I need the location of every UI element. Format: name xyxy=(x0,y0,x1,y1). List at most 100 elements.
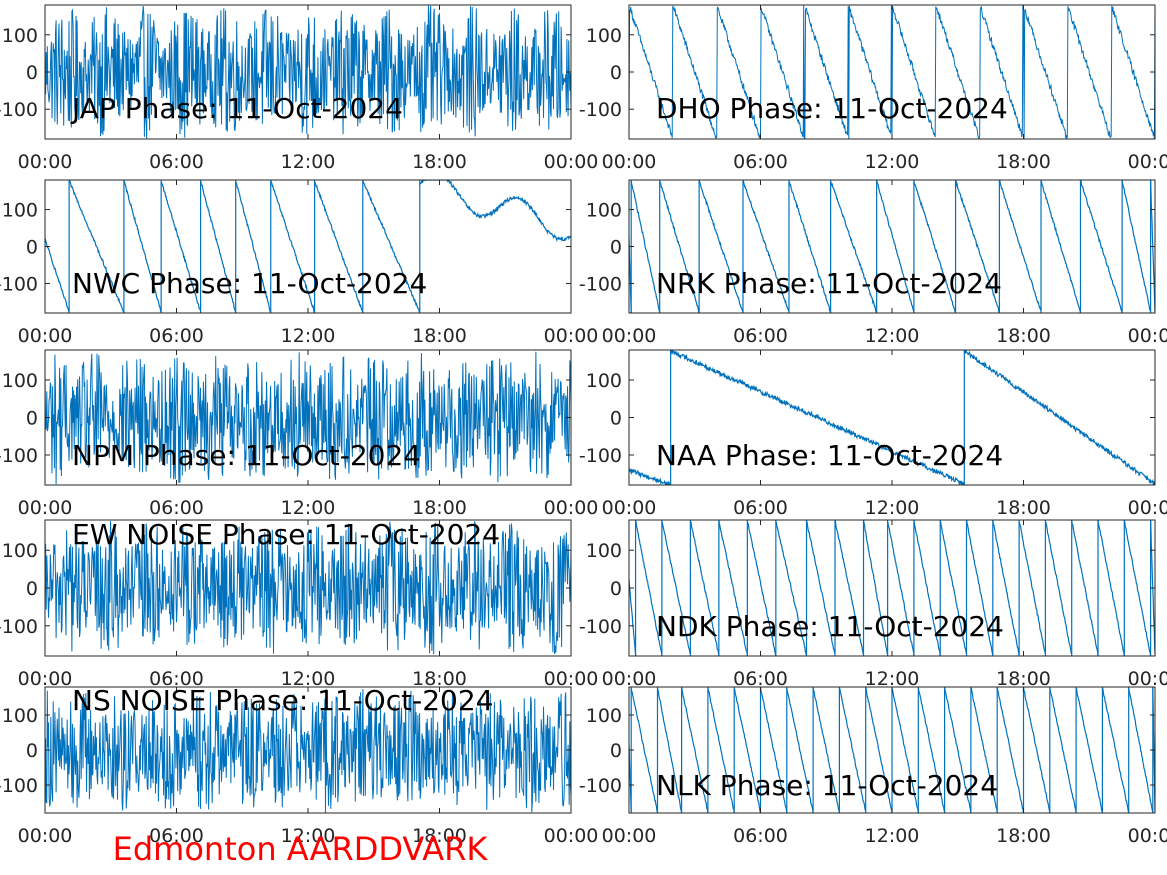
phase-trace-segment xyxy=(1049,687,1077,813)
phase-panel: 00:00 06:00 12:00 18:00 00:00 100 0 -100 JAP Pha… xyxy=(0,4,598,173)
y-tick-label: -100 xyxy=(579,775,622,797)
x-tick-label: 06:00 xyxy=(733,151,788,173)
y-tick-label: -100 xyxy=(0,775,38,797)
phase-trace-segment xyxy=(788,181,832,313)
phase-trace-segment xyxy=(1150,180,1155,313)
panel-title: NWC Phase: 11-Oct-2024 xyxy=(72,267,427,300)
phase-trace-segment xyxy=(659,180,700,313)
phase-trace-segment xyxy=(939,520,968,655)
y-tick-label: -100 xyxy=(579,616,622,638)
x-tick-label: 06:00 xyxy=(733,497,788,519)
panel-title: EW NOISE Phase: 11-Oct-2024 xyxy=(72,518,500,551)
phase-panel: 00:00 06:00 12:00 18:00 00:00 100 0 -100 NRK Pha… xyxy=(579,179,1167,347)
phase-trace-segment xyxy=(630,180,661,313)
y-tick-label: 100 xyxy=(2,200,38,222)
x-tick-label: 00:00 xyxy=(1128,668,1167,690)
x-tick-label: 18:00 xyxy=(996,668,1051,690)
x-tick-label: 06:00 xyxy=(733,668,788,690)
x-tick-label: 00:00 xyxy=(544,325,599,347)
panel-title: NLK Phase: 11-Oct-2024 xyxy=(656,769,998,802)
phase-panel: 00:00 06:00 12:00 18:00 00:00 100 0 -100 NLK Pha… xyxy=(579,686,1167,847)
phase-trace-segment xyxy=(965,520,994,656)
panel-title: JAP Phase: 11-Oct-2024 xyxy=(70,92,403,125)
x-tick-label: 12:00 xyxy=(865,825,920,847)
x-tick-label: 18:00 xyxy=(996,325,1051,347)
x-tick-label: 18:00 xyxy=(412,825,467,847)
phase-trace-segment xyxy=(917,687,946,813)
x-tick-label: 06:00 xyxy=(149,668,204,690)
x-tick-label: 00:00 xyxy=(544,497,599,519)
y-tick-label: 0 xyxy=(26,740,38,762)
phase-trace-segment xyxy=(698,180,744,313)
x-tick-label: 12:00 xyxy=(281,825,336,847)
phase-trace-segment xyxy=(1097,520,1125,656)
x-tick-label: 06:00 xyxy=(149,497,204,519)
x-tick-label: 12:00 xyxy=(865,325,920,347)
y-tick-label: 0 xyxy=(610,578,622,600)
x-tick-label: 18:00 xyxy=(996,151,1051,173)
x-tick-label: 12:00 xyxy=(281,497,336,519)
phase-trace-segment xyxy=(838,687,867,812)
x-tick-label: 00:00 xyxy=(18,151,73,173)
y-tick-label: -100 xyxy=(0,616,38,638)
x-tick-label: 00:00 xyxy=(18,825,73,847)
y-tick-label: 100 xyxy=(2,705,38,727)
phase-trace-segment xyxy=(746,521,777,656)
phase-trace xyxy=(45,351,571,485)
panel-title: NRK Phase: 11-Oct-2024 xyxy=(656,267,1002,300)
phase-trace-segment xyxy=(1150,520,1155,655)
phase-trace-segment xyxy=(733,688,762,813)
phase-trace-segment xyxy=(362,180,421,313)
phase-panel: 00:00 06:00 12:00 18:00 00:00 100 0 -100 NS NOIS… xyxy=(0,684,598,847)
x-tick-label: 06:00 xyxy=(149,151,204,173)
y-tick-label: -100 xyxy=(0,99,38,121)
x-tick-label: 18:00 xyxy=(996,497,1051,519)
x-tick-label: 18:00 xyxy=(412,497,467,519)
x-tick-label: 12:00 xyxy=(281,151,336,173)
phase-panel: 00:00 06:00 12:00 18:00 00:00 100 0 -100 DHO Pha… xyxy=(579,4,1167,173)
phase-trace-segment xyxy=(1040,180,1082,313)
phase-trace-segment xyxy=(805,520,836,655)
y-tick-label: 0 xyxy=(610,237,622,259)
phase-trace-segment xyxy=(681,687,709,813)
phase-trace-segment xyxy=(1121,180,1152,312)
phase-trace-segment xyxy=(970,687,998,813)
y-tick-label: 0 xyxy=(26,408,38,430)
x-tick-label: 12:00 xyxy=(865,151,920,173)
phase-trace-segment xyxy=(718,520,748,656)
phase-trace-segment xyxy=(862,520,889,655)
phase-trace-segment xyxy=(775,520,808,656)
phase-trace-segment xyxy=(742,180,790,313)
phase-trace-segment xyxy=(876,180,915,313)
x-tick-label: 00:00 xyxy=(18,497,73,519)
panels-group: 00:00 06:00 12:00 18:00 00:00 100 0 -100 JAP Pha… xyxy=(0,4,1167,847)
phase-trace-segment xyxy=(759,687,788,813)
phase-trace-segment xyxy=(1123,520,1152,656)
x-tick-label: 00:00 xyxy=(18,325,73,347)
x-tick-label: 00:00 xyxy=(602,825,657,847)
phase-trace-segment xyxy=(661,521,691,655)
phase-trace xyxy=(45,5,571,139)
phase-trace-segment xyxy=(200,180,237,313)
phase-trace-segment xyxy=(1128,688,1154,813)
phase-trace-segment xyxy=(629,578,637,656)
phase-trace-segment xyxy=(629,468,672,485)
x-tick-label: 18:00 xyxy=(412,668,467,690)
x-tick-label: 12:00 xyxy=(865,497,920,519)
phase-trace xyxy=(45,520,571,655)
x-tick-label: 00:00 xyxy=(1128,151,1167,173)
x-tick-label: 00:00 xyxy=(602,151,657,173)
phase-trace-segment xyxy=(635,520,663,655)
panel-title: DHO Phase: 11-Oct-2024 xyxy=(656,92,1008,125)
phase-panel: 00:00 06:00 12:00 18:00 00:00 100 0 -100 NWC Pha… xyxy=(0,179,599,347)
phase-trace-segment xyxy=(944,687,972,813)
phase-trace-segment xyxy=(670,350,965,485)
phase-trace-segment xyxy=(963,350,1155,485)
y-tick-label: 0 xyxy=(26,237,38,259)
x-tick-label: 00:00 xyxy=(544,668,599,690)
x-tick-label: 00:00 xyxy=(1128,325,1167,347)
phase-trace-segment xyxy=(235,181,271,313)
phase-trace-segment xyxy=(786,687,814,813)
y-tick-label: 0 xyxy=(26,578,38,600)
phase-trace-segment xyxy=(834,520,865,656)
